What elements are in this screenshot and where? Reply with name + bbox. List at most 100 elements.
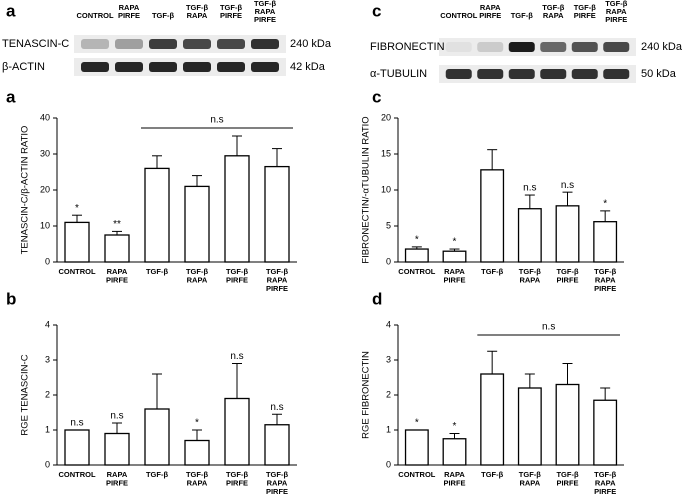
significance-label: ** bbox=[113, 219, 121, 230]
blot-band bbox=[571, 42, 598, 52]
y-tick-label: 4 bbox=[45, 319, 50, 329]
blot-band bbox=[477, 69, 504, 79]
blot-band bbox=[603, 69, 630, 79]
panel-letter: a bbox=[6, 1, 16, 20]
x-tick-label: RAPA bbox=[187, 275, 208, 284]
panel-letter: c bbox=[372, 1, 381, 20]
significance-label: * bbox=[195, 418, 199, 429]
protein-label: α-TUBULIN bbox=[370, 68, 427, 80]
x-tick-label: CONTROL bbox=[58, 267, 95, 276]
y-tick-label: 20 bbox=[40, 184, 50, 194]
blot-band bbox=[217, 62, 245, 72]
size-label: 50 kDa bbox=[641, 68, 677, 80]
bar bbox=[104, 432, 130, 466]
lane-label: CONTROL bbox=[76, 11, 113, 20]
y-axis-label: RGE FIBRONECTIN bbox=[361, 351, 372, 439]
x-tick-label: PIRFE bbox=[266, 284, 288, 293]
bar bbox=[555, 383, 580, 466]
lane-label: CONTROL bbox=[440, 11, 477, 20]
x-tick-label: TGF-β bbox=[556, 267, 578, 276]
panel-letter: d bbox=[372, 289, 382, 308]
y-tick-label: 2 bbox=[45, 389, 50, 399]
x-tick-label: TGF-β bbox=[146, 470, 168, 479]
lane-label: PIRFE bbox=[605, 15, 627, 24]
lane-label: TGF-β bbox=[186, 3, 208, 12]
significance-label: * bbox=[453, 421, 457, 432]
blot-band bbox=[81, 62, 109, 72]
bar bbox=[404, 429, 429, 466]
lane-label: PIRFE bbox=[220, 11, 242, 20]
blot-band bbox=[540, 42, 567, 52]
bar bbox=[144, 408, 170, 466]
size-label: 42 kDa bbox=[290, 61, 326, 73]
bar bbox=[517, 387, 542, 466]
x-tick-label: RAPA bbox=[444, 470, 465, 479]
lane-label: PIRFE bbox=[254, 15, 276, 24]
bracket-label: n.s bbox=[542, 322, 555, 333]
blot-band bbox=[445, 42, 472, 52]
lane-label: TGF-β bbox=[574, 3, 596, 12]
y-tick-label: 15 bbox=[381, 148, 391, 158]
significance-label: n.s bbox=[523, 183, 536, 194]
y-tick-label: 1 bbox=[386, 424, 391, 434]
x-tick-label: RAPA bbox=[267, 275, 288, 284]
significance-label: n.s bbox=[110, 411, 123, 422]
blot-band bbox=[183, 62, 211, 72]
x-tick-label: PIRFE bbox=[106, 275, 128, 284]
bar bbox=[184, 185, 210, 263]
x-tick-label: RAPA bbox=[267, 478, 288, 487]
bar bbox=[442, 438, 467, 466]
x-tick-label: RAPA bbox=[444, 267, 465, 276]
x-tick-label: TGF-β bbox=[519, 470, 541, 479]
x-tick-label: TGF-β bbox=[146, 267, 168, 276]
bracket-label: n.s bbox=[210, 115, 223, 126]
protein-label: TENASCIN-C bbox=[2, 38, 69, 50]
y-tick-label: 0 bbox=[386, 459, 391, 469]
y-tick-label: 10 bbox=[381, 184, 391, 194]
y-axis-label: RGE TENASCIN-C bbox=[20, 354, 31, 435]
lane-label: TGF-β bbox=[605, 0, 627, 8]
x-tick-label: PIRFE bbox=[556, 478, 578, 487]
blot-band bbox=[149, 62, 177, 72]
lane-label: RAPA bbox=[187, 11, 208, 20]
x-tick-label: RAPA bbox=[187, 478, 208, 487]
lane-label: RAPA bbox=[606, 7, 627, 16]
lane-label: RAPA bbox=[255, 7, 276, 16]
x-tick-label: CONTROL bbox=[58, 470, 95, 479]
protein-label: FIBRONECTIN bbox=[370, 41, 445, 53]
y-tick-label: 1 bbox=[45, 424, 50, 434]
blot-band bbox=[477, 42, 504, 52]
y-axis-label: TENASCIN-C/β-ACTIN RATIO bbox=[20, 126, 31, 255]
bar bbox=[224, 397, 250, 466]
lane-label: RAPA bbox=[543, 11, 564, 20]
x-tick-label: PIRFE bbox=[226, 478, 248, 487]
lane-label: PIRFE bbox=[574, 11, 596, 20]
x-tick-label: TGF-β bbox=[226, 267, 248, 276]
bar bbox=[517, 208, 542, 263]
bar bbox=[264, 424, 290, 466]
y-tick-label: 0 bbox=[386, 256, 391, 266]
bar bbox=[144, 167, 170, 263]
size-label: 240 kDa bbox=[290, 38, 332, 50]
x-tick-label: TGF-β bbox=[186, 470, 208, 479]
blot-band bbox=[540, 69, 567, 79]
bar bbox=[264, 165, 290, 263]
x-tick-label: RAPA bbox=[595, 275, 616, 284]
x-tick-label: PIRFE bbox=[594, 284, 616, 293]
x-tick-label: CONTROL bbox=[398, 267, 435, 276]
x-tick-label: RAPA bbox=[107, 470, 128, 479]
blot-band bbox=[603, 42, 630, 52]
significance-label: * bbox=[415, 418, 419, 429]
lane-label: RAPA bbox=[480, 3, 501, 12]
blot-band bbox=[149, 39, 177, 49]
x-tick-label: PIRFE bbox=[443, 275, 465, 284]
blot-band bbox=[81, 39, 109, 49]
blot-band bbox=[508, 69, 535, 79]
x-tick-label: RAPA bbox=[107, 267, 128, 276]
blot-band bbox=[251, 62, 279, 72]
y-tick-label: 20 bbox=[381, 112, 391, 122]
blot-band bbox=[183, 39, 211, 49]
significance-label: * bbox=[415, 235, 419, 246]
lane-label: PIRFE bbox=[118, 11, 140, 20]
